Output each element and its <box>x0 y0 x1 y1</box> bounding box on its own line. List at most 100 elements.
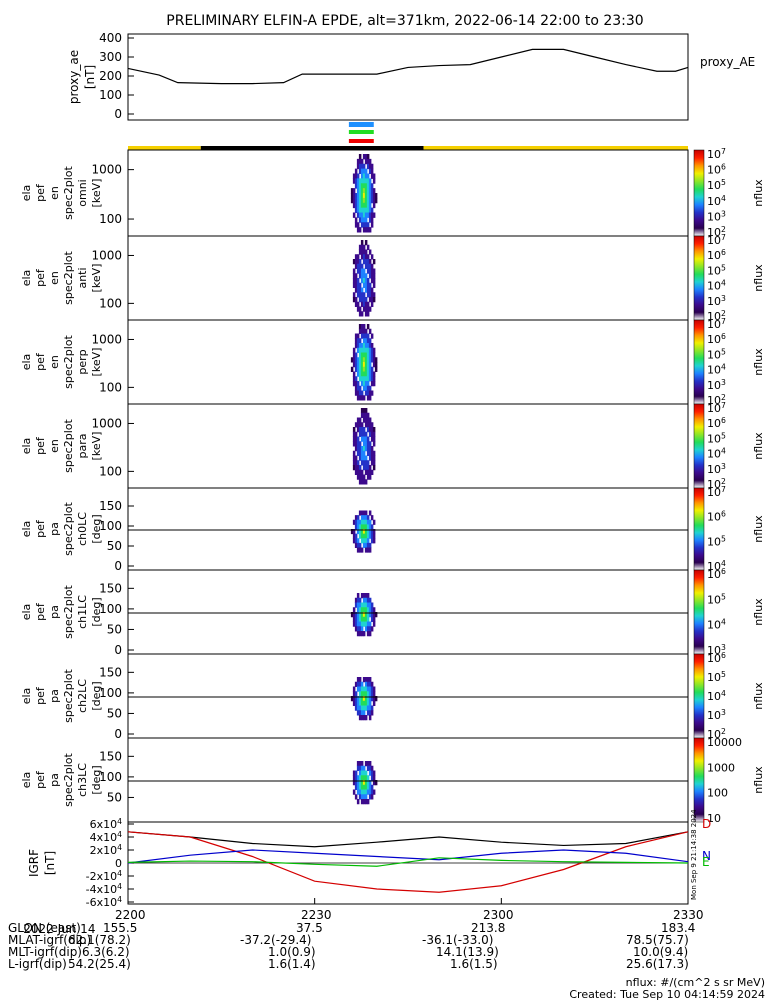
ylabel-line: pef <box>34 602 47 621</box>
spectrogram-cell <box>356 381 360 387</box>
spectrogram-cell <box>360 686 364 692</box>
spectrogram-cell <box>354 222 358 228</box>
spectrogram-cell <box>368 158 372 165</box>
spectrogram-cell <box>360 519 364 525</box>
spectrogram-cell <box>362 273 366 279</box>
spectrogram-cell <box>356 254 360 260</box>
spectrogram-cell <box>366 183 370 189</box>
spectrogram-cell <box>356 158 360 165</box>
spectrogram-cell <box>354 441 358 447</box>
spectrogram-cell <box>366 376 370 382</box>
spectrogram-cell <box>360 593 364 599</box>
spectrogram-cell <box>370 612 374 618</box>
spectrogram-cell <box>362 395 366 401</box>
spectrogram-cell <box>360 715 364 721</box>
spectrogram-cell <box>374 612 378 618</box>
spectrogram-cell <box>354 381 358 387</box>
spectrogram-cell <box>352 381 356 387</box>
spectrogram-cell <box>360 390 364 396</box>
spectrogram-cell <box>364 311 368 317</box>
spectrogram-cell <box>364 794 368 800</box>
spectrogram-cell <box>358 376 362 382</box>
spectrogram-cell <box>368 789 372 795</box>
spectrogram-cell <box>354 465 358 471</box>
spectrogram-cell <box>360 217 364 223</box>
green-mark <box>348 130 374 134</box>
spectrogram-cell <box>364 154 368 160</box>
spectrogram-blob <box>352 408 376 485</box>
spectrogram-cell <box>370 376 374 382</box>
spectrogram-cell <box>356 593 360 599</box>
spectrogram-cell <box>370 529 374 535</box>
spectrogram-cell <box>356 227 360 233</box>
spectrogram-cell <box>356 278 360 284</box>
spectrogram-cell <box>370 287 374 293</box>
spectrogram-cell <box>356 681 360 687</box>
footer-row-value: 1.6(1.4) <box>268 957 316 971</box>
spectrogram-cell <box>366 362 370 368</box>
colorbar-tick: 10000 <box>707 736 742 749</box>
spectrogram-cell <box>362 765 366 771</box>
spectrogram-cell <box>364 278 368 284</box>
ylabel-line: ela <box>20 688 33 705</box>
spectrogram-cell <box>368 352 372 358</box>
spectrogram-cell <box>372 371 376 377</box>
spectrogram-cell <box>372 700 376 706</box>
spectrogram-cell <box>366 188 370 194</box>
panel-frame <box>127 235 689 321</box>
spectrogram-cell <box>352 780 356 786</box>
spectrogram-cell <box>368 207 372 213</box>
colorbar-tick: 104 <box>707 559 726 573</box>
panel-frame <box>127 737 689 823</box>
colorbar-tick: 106 <box>707 651 726 665</box>
colorbar-tick: 107 <box>707 485 726 499</box>
igrf-d-line <box>127 831 689 893</box>
spectrogram-cell <box>362 381 366 387</box>
spectrogram-cell <box>360 479 364 485</box>
spectrogram-cell <box>362 607 366 613</box>
spectrogram-cell <box>352 770 356 776</box>
spectrogram-cell <box>362 163 366 170</box>
colorbar-label: nflux <box>752 682 765 710</box>
colorbar-label: nflux <box>752 598 765 626</box>
spectrogram-cell <box>360 188 364 194</box>
status-bars <box>128 122 688 151</box>
ylabel-line: perp <box>76 349 89 374</box>
spectrogram-cell <box>372 616 376 622</box>
spectrogram-cell <box>366 519 370 525</box>
tick-label: 0 <box>114 727 122 741</box>
footer-row-value: 62.1(78.2) <box>68 933 131 947</box>
colorbar-label: nflux <box>752 264 765 292</box>
spectrogram-cell <box>366 474 370 480</box>
ylabel-line: spec2plot <box>62 251 75 305</box>
spectrogram-cell <box>362 338 366 344</box>
spectrogram-cell <box>364 343 368 349</box>
spectrogram-cell <box>362 597 366 603</box>
spectrogram-cell <box>362 612 366 618</box>
spectrogram-cell <box>364 362 368 368</box>
spectrogram-cell <box>366 515 370 521</box>
spectrogram-cell <box>370 455 374 461</box>
footer-time-2230: 2230 <box>301 908 332 922</box>
tick-label: 100 <box>99 380 122 394</box>
spectrogram-cell <box>372 621 376 627</box>
spectrogram-cell <box>360 328 364 334</box>
created-stamp: Created: Tue Sep 10 04:14:59 2024 <box>569 988 765 1001</box>
spectrogram-cell <box>368 376 372 382</box>
spectrogram-cell <box>366 306 370 312</box>
colorbar <box>693 487 705 571</box>
spectrogram-cell <box>372 376 376 382</box>
footer-row-value: 54.2(25.4) <box>68 957 131 971</box>
spectrogram-cell <box>368 259 372 265</box>
spectrogram-cell <box>356 417 360 423</box>
spectrogram-cell <box>360 178 364 184</box>
spectrogram-cell <box>360 278 364 284</box>
tick-label: 100 <box>99 686 122 700</box>
spectrogram-cell <box>360 547 364 553</box>
tick-label: 150 <box>99 499 122 513</box>
spectrogram-cell <box>352 607 356 613</box>
colorbar-tick: 104 <box>707 363 726 377</box>
spectrogram-cell <box>356 357 360 363</box>
spectrogram-cell <box>372 455 376 461</box>
